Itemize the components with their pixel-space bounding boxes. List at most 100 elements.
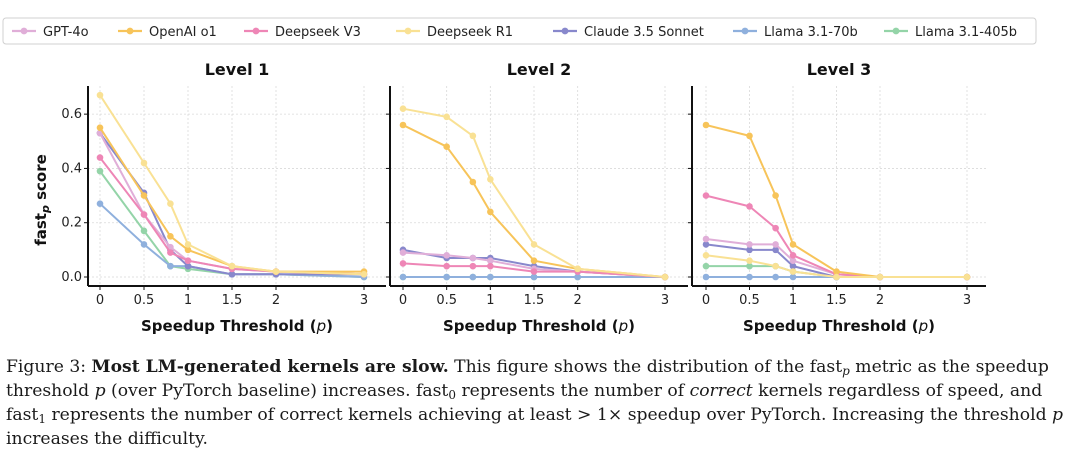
data-point (789, 273, 797, 281)
legend-marker (126, 27, 134, 35)
data-point (702, 262, 710, 270)
data-point (96, 167, 104, 175)
data-point (876, 273, 884, 281)
data-point (167, 249, 174, 256)
data-point (530, 273, 538, 281)
data-point (184, 262, 192, 270)
y-tick-label: 0.4 (61, 161, 82, 176)
x-tick-label: 1 (789, 293, 797, 308)
data-point (746, 203, 753, 210)
data-point (772, 192, 779, 199)
data-point (702, 241, 710, 248)
caption-text: represents the number of (456, 381, 690, 401)
panels: Level 1 0 0.5 1 1.5 2 3 0.0 0.2 0.4 0.6 Speedup Thr… (61, 60, 986, 335)
x-tick-label: 1.5 (222, 293, 243, 308)
data-point (772, 224, 779, 232)
x-tick-label: 1.5 (524, 293, 545, 308)
data-point (469, 178, 477, 186)
x-axis-label: Speedup Threshold (p) (443, 317, 635, 335)
data-point (772, 262, 779, 270)
y-tick-label: 0.6 (61, 107, 82, 122)
legend-label: Llama 3.1-70b (764, 25, 858, 40)
chart-panel: Level 2 0 0.5 1 1.5 2 3 Speedup Threshold (p) (386, 60, 688, 335)
data-point (487, 257, 494, 265)
data-point (443, 113, 450, 121)
series-line (702, 121, 971, 281)
data-point (746, 262, 753, 270)
data-point (487, 175, 494, 183)
x-tick-label: 2 (574, 293, 582, 308)
data-point (140, 192, 148, 199)
legend-item: OpenAI o1 (118, 25, 217, 40)
chart-panel: Level 1 0 0.5 1 1.5 2 3 0.0 0.2 0.4 0.6 Speedup Thr… (61, 60, 386, 335)
caption-text: represents the number of correct kernels… (45, 405, 1053, 425)
legend-item: Deepseek R1 (396, 25, 513, 40)
data-point (789, 241, 797, 248)
caption-variable: p (94, 381, 106, 401)
data-point (140, 241, 148, 248)
data-point (530, 257, 538, 265)
data-point (184, 246, 192, 254)
data-point (96, 200, 104, 208)
legend-item: Llama 3.1-70b (733, 25, 858, 40)
data-point (399, 249, 407, 256)
caption-text: (over PyTorch baseline) increases. fast (105, 381, 449, 401)
data-point (746, 241, 753, 248)
x-tick-label: 0.5 (134, 293, 155, 308)
data-point (789, 268, 797, 275)
caption-title: Most LM-generated kernels are slow. (91, 357, 449, 377)
series-line (399, 105, 669, 281)
chart-panel: Level 3 0 0.5 1 1.5 2 3 Speedup Threshold (p) (688, 60, 986, 335)
data-point (702, 251, 710, 259)
data-point (574, 273, 581, 281)
data-point (272, 268, 280, 275)
legend-label: Deepseek R1 (427, 25, 513, 40)
data-point (789, 262, 797, 270)
data-point (487, 273, 494, 281)
data-point (702, 121, 710, 129)
data-point (746, 132, 753, 140)
data-point (167, 200, 174, 208)
data-point (96, 154, 104, 161)
data-point (772, 273, 779, 281)
legend-marker (892, 27, 900, 35)
data-point (746, 273, 753, 281)
y-axis-label-subscript: p (39, 205, 52, 214)
data-point (140, 159, 148, 167)
x-tick-label: 2 (876, 293, 884, 308)
y-tick-label: 0.0 (61, 270, 82, 285)
data-point (140, 227, 148, 235)
legend-item: Claude 3.5 Sonnet (553, 25, 704, 40)
x-tick-label: 2 (272, 293, 280, 308)
figure-chart: GPT-4o OpenAI o1 Deepseek V3 Deepseek R1 Cla… (2, 17, 1037, 335)
data-point (443, 262, 450, 270)
data-point (469, 254, 477, 262)
caption-text: This figure shows the distribution of th… (448, 357, 843, 377)
data-point (443, 273, 450, 281)
legend: GPT-4o OpenAI o1 Deepseek V3 Deepseek R1 Cla… (2, 17, 1037, 45)
data-point (469, 132, 477, 140)
data-point (574, 265, 581, 273)
data-point (399, 260, 407, 267)
data-point (530, 268, 538, 275)
caption-variable: p (1052, 405, 1064, 425)
x-tick-label: 1 (184, 293, 192, 308)
data-point (487, 208, 494, 216)
data-point (661, 273, 669, 281)
caption-text: kernels regardless of speed, and fast (6, 381, 1043, 425)
data-point (469, 262, 477, 270)
data-point (96, 124, 104, 132)
data-point (789, 251, 797, 259)
data-point (140, 211, 148, 218)
legend-frame (2, 17, 1037, 45)
panel-title: Level 3 (807, 60, 872, 79)
x-tick-label: 0 (399, 293, 407, 308)
x-tick-label: 1.5 (826, 293, 847, 308)
series-line (96, 91, 368, 278)
legend-item: Deepseek V3 (244, 25, 361, 40)
data-point (228, 270, 236, 278)
x-tick-label: 0.5 (436, 293, 457, 308)
data-point (399, 105, 407, 113)
legend-marker (561, 27, 569, 35)
legend-label: Deepseek V3 (275, 25, 361, 40)
